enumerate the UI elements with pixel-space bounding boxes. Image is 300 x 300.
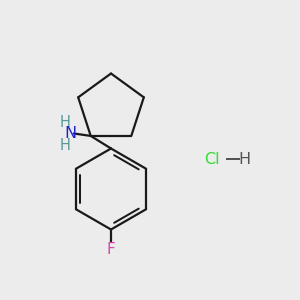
Text: F: F bbox=[106, 242, 116, 257]
Text: Cl: Cl bbox=[204, 152, 220, 166]
Text: H: H bbox=[238, 152, 250, 166]
Text: H: H bbox=[59, 138, 70, 153]
Text: N: N bbox=[64, 126, 76, 141]
Text: H: H bbox=[59, 115, 70, 130]
